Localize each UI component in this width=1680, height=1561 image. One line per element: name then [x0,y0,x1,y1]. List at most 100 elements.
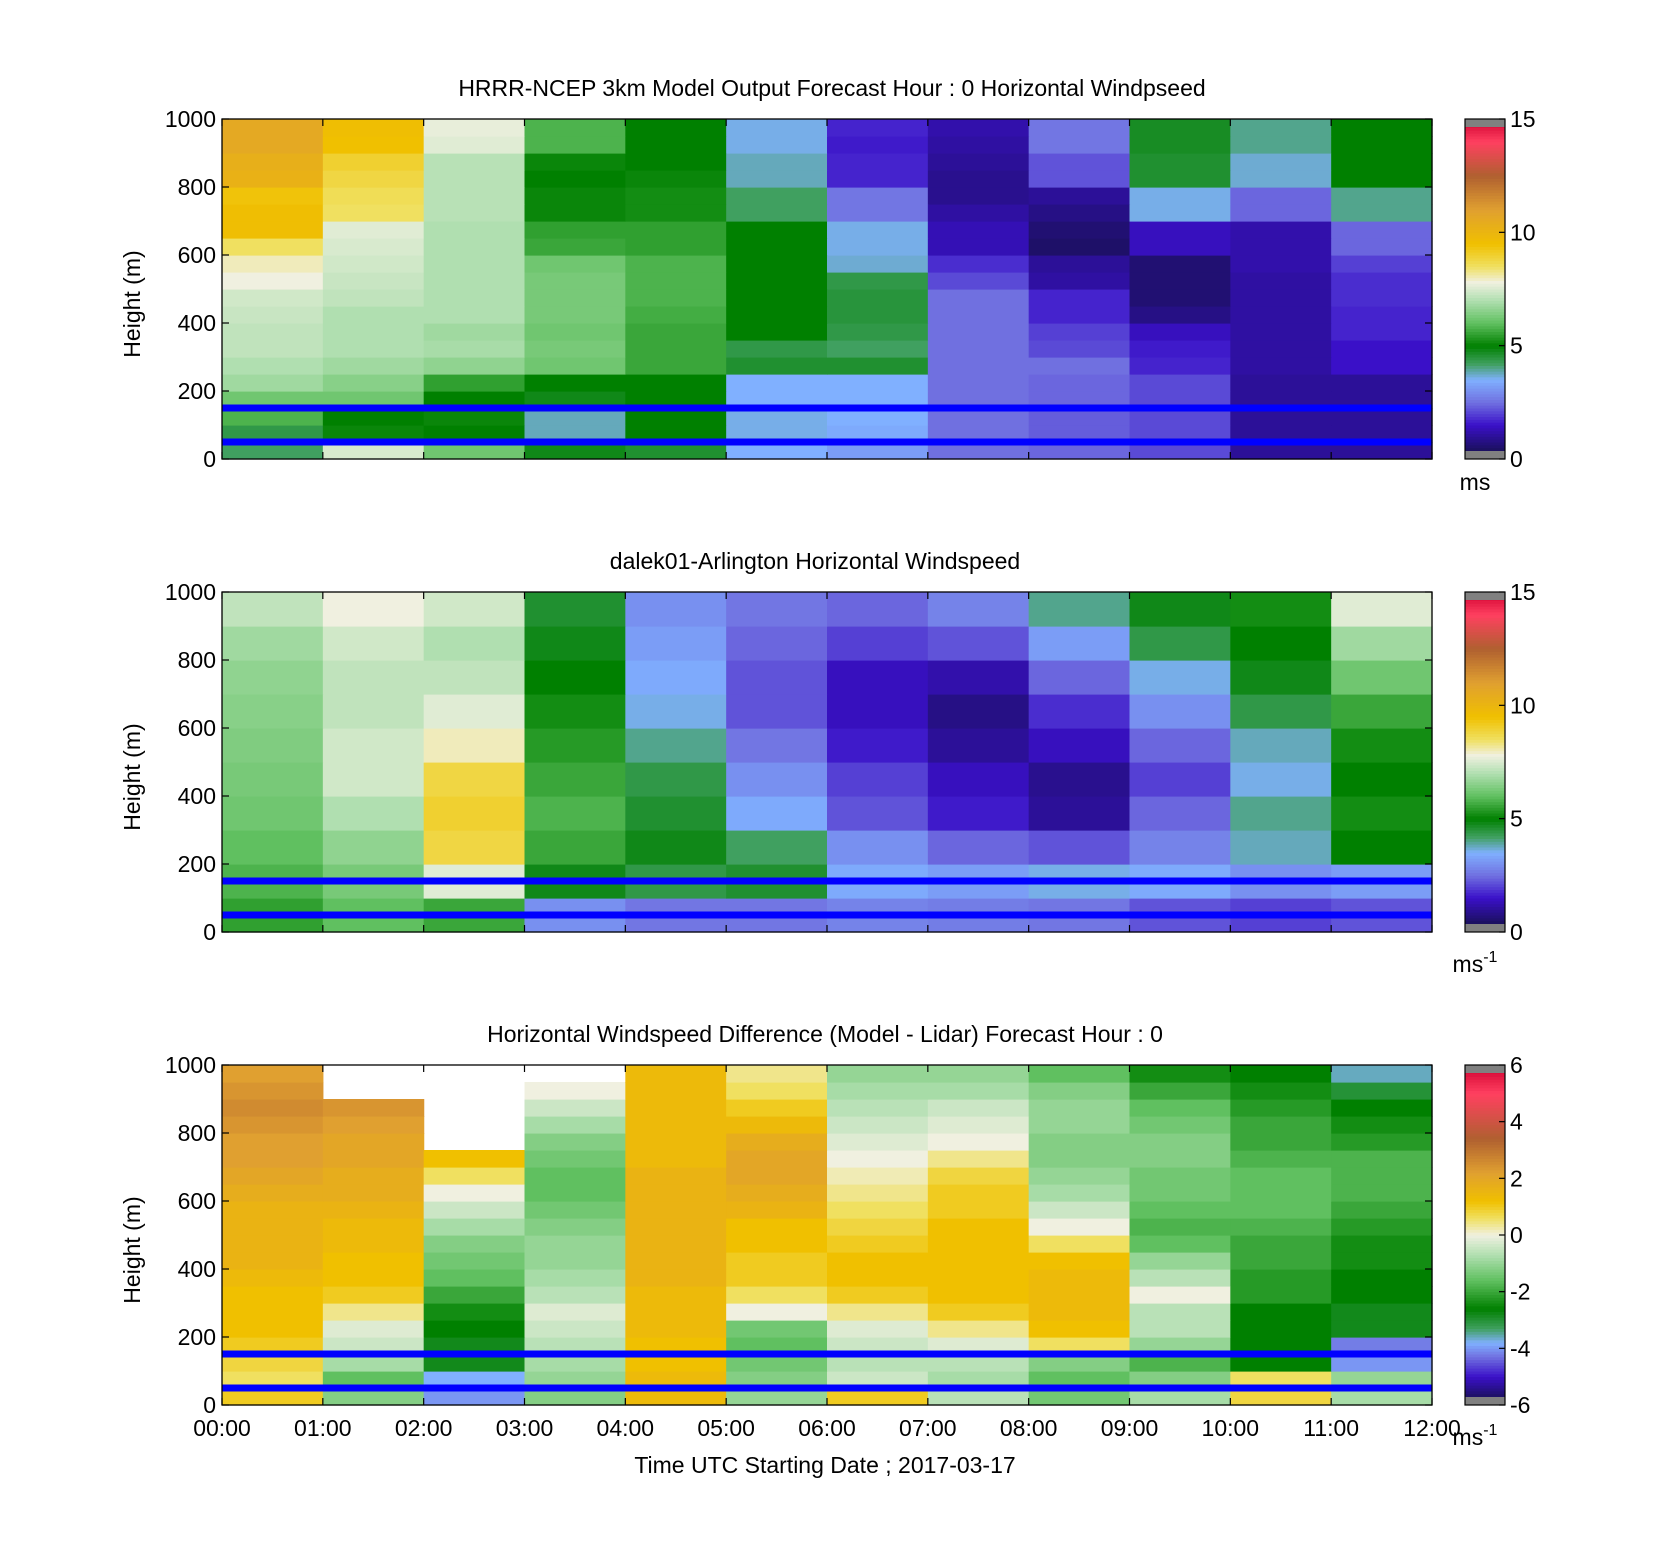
y-tick-label: 600 [178,1188,216,1214]
heatmap-cell [726,238,828,256]
colorbar-segment [1465,328,1505,332]
heatmap-cell [222,1082,324,1100]
heatmap-cell [423,1337,526,1355]
heatmap-cell [222,340,324,358]
colorbar-segment [1465,1144,1505,1148]
heatmap-cell [423,1252,526,1270]
heatmap-cell [1230,1303,1332,1321]
colorbar-segment [1465,756,1505,760]
heatmap-cell [1230,1337,1332,1355]
colorbar-segment [1465,895,1505,899]
heatmap-cell [222,153,324,171]
heatmap-cell [1331,1184,1433,1202]
colorbar-segment [1465,1084,1505,1089]
colorbar-cap [1465,924,1505,932]
heatmap-cell [927,1269,1030,1287]
heatmap-cell [726,1354,828,1372]
heatmap-cell [927,796,1030,831]
colorbar-segment [1465,1356,1505,1361]
heatmap-cell [524,357,626,375]
heatmap-cell [927,1116,1030,1134]
heatmap-cell [322,306,425,324]
heatmap-cell [1129,425,1231,443]
heatmap-cell [524,255,626,273]
colorbar-segment [1465,221,1505,225]
colorbar-segment [1465,1087,1505,1091]
colorbar-segment [1465,195,1505,199]
heatmap-cell [625,255,727,273]
colorbar-segment [1465,243,1505,247]
heatmap-cell [1129,1320,1231,1338]
heatmap-cell [1230,272,1332,290]
heatmap-cell [423,238,526,256]
heatmap-cell [726,1235,828,1253]
colorbar-segment [1465,1385,1505,1389]
colorbar: -6 -4 -2 0 2 4 6 [1464,1052,1531,1418]
heatmap-cell [322,323,425,341]
colorbar-segment [1465,300,1505,304]
heatmap-cell [524,660,626,695]
heatmap-cell [927,592,1030,627]
heatmap-cell [1230,204,1332,222]
heatmap-cell [1129,1218,1231,1236]
heatmap-cell [524,391,626,409]
heatmap-cell [1129,153,1231,171]
heatmap-cell [1331,830,1433,865]
heatmap-cell [524,289,626,307]
heatmap-cell [1331,1150,1433,1168]
colorbar-segment [1465,1339,1505,1344]
heatmap-cell [1129,592,1231,627]
heatmap-cell [423,1150,526,1168]
heatmap-cell [423,272,526,290]
colorbar-segment [1465,815,1505,820]
heatmap-cell [524,796,626,831]
colorbar-segment [1465,1388,1505,1392]
colorbar-segment [1465,408,1505,412]
heatmap-cell [927,1201,1030,1219]
colorbar-segment [1465,679,1505,684]
colorbar-segment [1465,323,1505,327]
heatmap-cell [1331,442,1433,460]
heatmap-cell [1028,1167,1131,1185]
colorbar-segment [1465,439,1505,443]
heatmap-cell [827,272,929,290]
colorbar-segment [1465,739,1505,743]
heatmap-cell [222,1133,324,1151]
colorbar-segment [1465,442,1505,446]
heatmap-cell [524,187,626,205]
heatmap-cell [827,1167,929,1185]
heatmap-cell [322,1184,425,1202]
heatmap-cell [1028,1184,1131,1202]
colorbar-segment [1465,289,1505,293]
colorbar-segment [1465,844,1505,848]
heatmap-cell [726,1099,828,1117]
heatmap-cell [1028,238,1131,256]
colorbar-segment [1465,1283,1505,1287]
colorbar-segment [1465,218,1505,222]
colorbar-segment [1465,849,1505,854]
colorbar-segment [1465,793,1505,797]
colorbar-tick-label: 0 [1510,446,1523,472]
heatmap-cell [1129,306,1231,324]
colorbar-segment [1465,699,1505,703]
heatmap-cell [322,762,425,797]
colorbar-segment [1465,742,1505,746]
heatmap-cell [1129,204,1231,222]
heatmap-cell [222,626,324,661]
heatmap-cell [927,238,1030,256]
colorbar-segment [1465,249,1505,253]
heatmap-cell [927,626,1030,661]
heatmap-cell [1129,728,1231,763]
colorbar-segment [1465,345,1505,349]
colorbar-segment [1465,796,1505,800]
heatmap-cell [524,1252,626,1270]
heatmap-cell [927,762,1030,797]
heatmap-cell [625,830,727,865]
colorbar-segment [1465,1186,1505,1191]
heatmap-cell [1331,1099,1433,1117]
colorbar-segment [1465,1249,1505,1253]
colorbar-segment [1465,212,1505,216]
heatmap-cell [927,187,1030,205]
colorbar-segment [1465,869,1505,873]
heatmap-cell [827,408,929,426]
